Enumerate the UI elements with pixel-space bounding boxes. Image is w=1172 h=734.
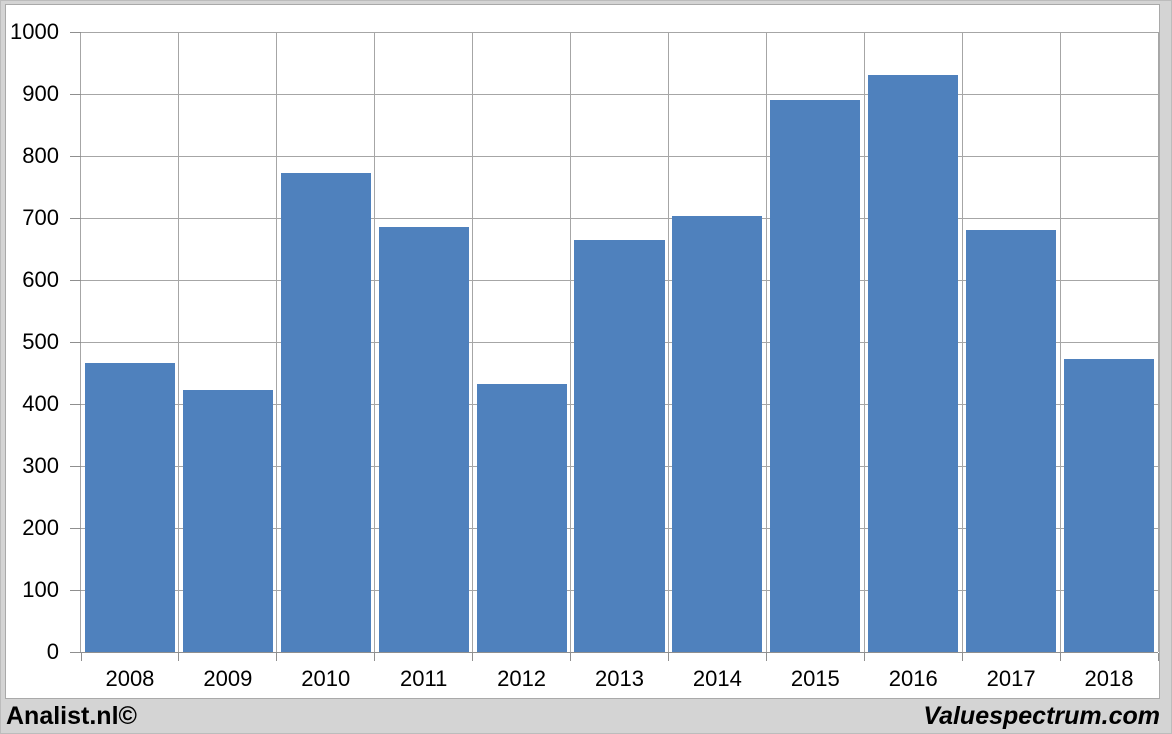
x-axis-label-2009: 2009 — [203, 666, 253, 691]
y-axis-label-0: 0 — [46, 639, 59, 664]
x-axis-label-2010: 2010 — [301, 666, 351, 691]
x-tick-3 — [374, 653, 376, 661]
gridline-x-8 — [863, 32, 865, 652]
gridline-y-900 — [81, 94, 1158, 95]
y-axis-label-1000: 1000 — [10, 19, 59, 44]
y-tick-100 — [70, 590, 81, 591]
y-axis-label-200: 200 — [22, 515, 59, 540]
gridline-x-6 — [667, 32, 669, 652]
x-axis-label-2014: 2014 — [692, 666, 742, 691]
gridline-x-7 — [765, 32, 767, 652]
x-tick-10 — [1059, 653, 1061, 661]
y-tick-900 — [70, 94, 81, 95]
x-axis-label-2012: 2012 — [497, 666, 547, 691]
x-axis-label-2017: 2017 — [986, 666, 1036, 691]
gridline-x-11 — [1157, 32, 1159, 652]
x-axis-label-2018: 2018 — [1084, 666, 1134, 691]
x-tick-8 — [863, 653, 865, 661]
gridline-y-1000 — [81, 32, 1158, 33]
x-axis-label-2013: 2013 — [595, 666, 644, 691]
y-axis-label-800: 800 — [22, 143, 59, 168]
y-axis: 0 100 200 300 400 500 600 700 800 900 1000 — [0, 19, 59, 664]
x-axis-label-2011: 2011 — [400, 666, 448, 691]
gridline-x-4 — [472, 32, 474, 652]
footer-bar: Analist.nl© Valuespectrum.com — [0, 700, 1172, 734]
x-tick-5 — [570, 653, 572, 661]
y-axis-label-400: 400 — [22, 391, 59, 416]
analist-brand-label: Analist.nl© — [6, 701, 137, 730]
y-axis-label-500: 500 — [22, 329, 59, 354]
y-tick-400 — [70, 404, 81, 405]
bar-2016 — [868, 74, 959, 652]
x-axis-label-2015: 2015 — [790, 666, 840, 691]
y-tick-0 — [70, 652, 81, 653]
bar-2009 — [182, 389, 273, 652]
bar-2018 — [1064, 358, 1155, 652]
x-tick-7 — [765, 653, 767, 661]
bar-2008 — [84, 363, 175, 652]
y-axis-label-900: 900 — [22, 81, 59, 106]
x-axis: 2008 2009 2010 2011 2012 2013 2014 2015 2016 2017… — [81, 664, 1158, 694]
x-tick-4 — [472, 653, 474, 661]
x-tick-9 — [961, 653, 963, 661]
x-axis-label-2008: 2008 — [105, 666, 155, 691]
bar-2015 — [770, 99, 861, 652]
gridline-x-9 — [961, 32, 963, 652]
y-axis-label-600: 600 — [22, 267, 59, 292]
gridline-x-3 — [374, 32, 376, 652]
gridline-x-1 — [178, 32, 180, 652]
x-axis-label-2016: 2016 — [888, 666, 938, 691]
y-axis-label-700: 700 — [22, 205, 59, 230]
x-tick-6 — [667, 653, 669, 661]
x-tick-1 — [178, 653, 180, 661]
gridline-x-2 — [276, 32, 278, 652]
y-tick-1000 — [70, 32, 81, 33]
x-tick-0 — [80, 653, 82, 661]
bar-2017 — [966, 230, 1057, 652]
y-tick-200 — [70, 528, 81, 529]
y-axis-label-300: 300 — [22, 453, 59, 478]
bar-2010 — [280, 172, 371, 652]
x-tick-2 — [276, 653, 278, 661]
y-axis-label-100: 100 — [22, 577, 59, 602]
y-tick-300 — [70, 466, 81, 467]
gridline-y-700 — [81, 218, 1158, 219]
bar-2012 — [476, 383, 567, 652]
gridline-x-10 — [1059, 32, 1061, 652]
plot-area — [70, 32, 1159, 661]
valuespectrum-brand-label: Valuespectrum.com — [923, 701, 1160, 730]
bar-2011 — [378, 227, 469, 652]
y-tick-600 — [70, 280, 81, 281]
y-tick-800 — [70, 156, 81, 157]
y-tick-700 — [70, 218, 81, 219]
bar-2013 — [574, 239, 665, 652]
y-tick-500 — [70, 342, 81, 343]
bar-2014 — [672, 216, 763, 652]
x-tick-11 — [1157, 653, 1159, 661]
gridline-y-800 — [81, 156, 1158, 157]
gridline-x-5 — [570, 32, 572, 652]
